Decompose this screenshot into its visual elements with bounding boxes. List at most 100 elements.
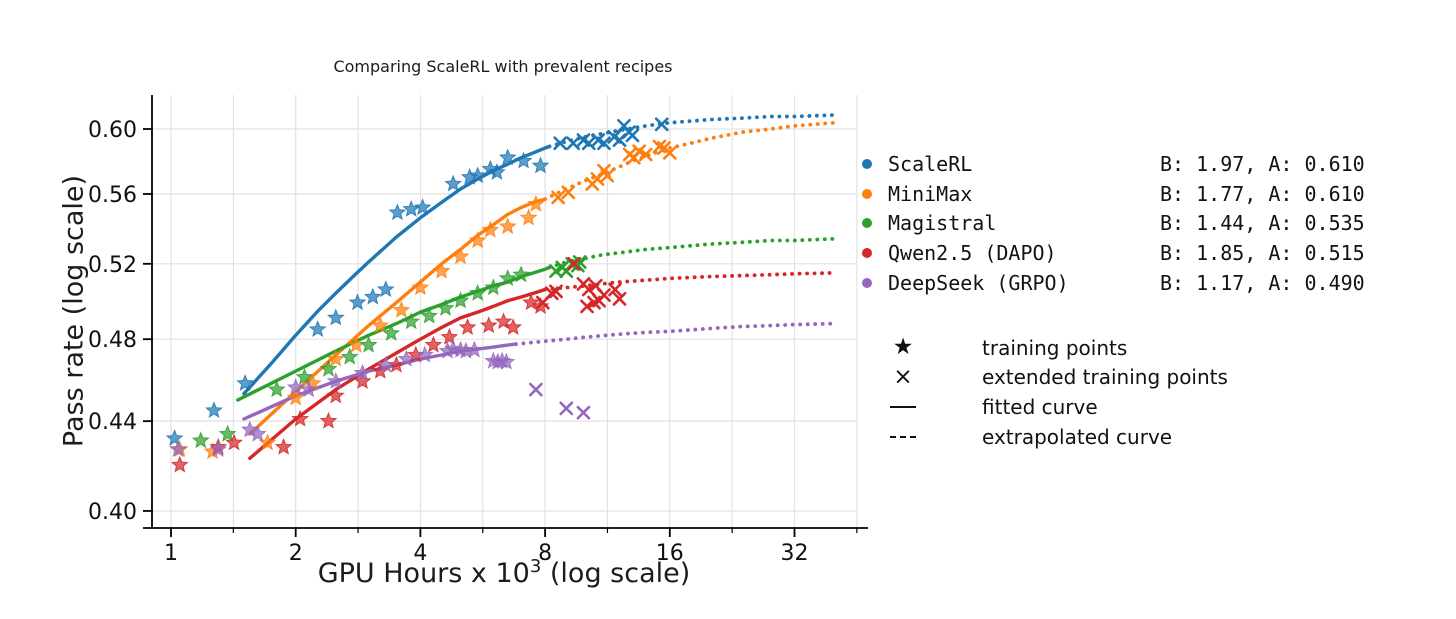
extended-point-x [580, 299, 594, 314]
extended-point-x [549, 264, 563, 278]
training-point-star [498, 217, 517, 235]
training-point-star [299, 380, 318, 398]
training-point-star [326, 308, 345, 326]
series-stats: B: 1.97, A: 0.610 [1160, 151, 1365, 176]
x-axis-label-prefix: GPU Hours x 10 [317, 558, 530, 589]
series-legend: ScaleRL B: 1.97, A: 0.610 MiniMax B: 1.7… [860, 149, 1365, 298]
x-tick-label: 32 [781, 541, 809, 566]
training-point-star [527, 194, 545, 212]
extended-point-x [566, 136, 581, 151]
axes [143, 95, 868, 537]
training-point-star [371, 316, 390, 334]
training-point-star [468, 283, 487, 301]
extended-point-x [597, 288, 611, 303]
training-point-star [392, 300, 411, 318]
y-tick-label: 0.52 [88, 253, 137, 278]
training-point-star [291, 409, 310, 427]
training-point-star [494, 312, 513, 330]
series-markers-qwen2-5-dapo- [170, 256, 627, 473]
legend-row-extended-points: × extended training points [860, 363, 1228, 393]
training-point-star [326, 371, 345, 389]
extrapolated-curve [543, 120, 837, 201]
training-point-star [519, 208, 538, 226]
training-point-star [411, 278, 430, 296]
training-point-star [353, 363, 372, 381]
scalerl-dot-icon [862, 158, 872, 169]
series-name: Magistral [888, 211, 997, 236]
tick-labels: 1 2 4 8 16 32 0.60 0.56 0.52 0.48 0.44 0.40 [88, 118, 808, 566]
legend-row-minimax: MiniMax B: 1.77, A: 0.610 [860, 179, 1365, 209]
marker-label: extended training points [982, 365, 1228, 390]
training-point-star [481, 220, 500, 238]
training-point-star [397, 349, 416, 367]
extended-point-x [551, 190, 566, 205]
x-axis-label-suffix: (log scale) [541, 558, 691, 589]
training-point-star [326, 386, 345, 404]
extended-point-x [608, 282, 622, 297]
training-point-star [402, 312, 421, 330]
training-point-star [413, 198, 432, 216]
qwen-dot-icon [862, 248, 872, 259]
series-markers-scalerl [165, 117, 669, 446]
training-point-star [512, 265, 530, 283]
training-point-star [504, 318, 523, 336]
training-point-star [353, 371, 372, 389]
training-point-star [286, 378, 305, 396]
extrapolated-curve [547, 236, 837, 270]
training-point-star [205, 401, 223, 419]
solid-line-icon [860, 395, 946, 418]
training-point-star [498, 148, 517, 166]
extended-point-x [559, 401, 574, 416]
fitted-curve [248, 287, 547, 460]
legend-row-training-points: ★ training points [860, 333, 1228, 363]
series-curves-deepseek-grpo- [242, 321, 837, 421]
star-icon: ★ [892, 334, 914, 361]
y-tick-label: 0.56 [88, 183, 137, 208]
extrapolated-curve [543, 271, 837, 292]
training-point-star [236, 374, 254, 392]
y-tick-label: 0.44 [88, 410, 137, 435]
training-point-star [191, 431, 210, 449]
y-axis-label: Pass rate (log scale) [58, 174, 90, 448]
x-tick-label: 1 [164, 541, 178, 566]
training-point-star [340, 347, 359, 365]
x-tick-label: 2 [289, 541, 303, 566]
training-point-star [319, 411, 338, 429]
training-point-star [424, 335, 443, 353]
x-tick-label: 16 [656, 541, 684, 566]
training-point-star [465, 340, 484, 358]
training-point-star [432, 261, 451, 279]
series-markers-minimax [170, 139, 677, 460]
series-stats: B: 1.85, A: 0.515 [1160, 241, 1365, 266]
x-axis-label: GPU Hours x 103 (log scale) [152, 556, 856, 589]
x-axis-label-exponent: 3 [529, 556, 542, 577]
magistral-dot-icon [862, 218, 872, 229]
marker-legend: ★ training points × extended training po… [860, 333, 1228, 451]
training-point-star [458, 318, 477, 336]
extended-point-x [597, 136, 611, 151]
training-point-star [468, 166, 487, 184]
extended-point-x [632, 144, 647, 159]
extended-point-x [561, 185, 576, 200]
training-point-star [488, 163, 506, 180]
series-markers-magistral [191, 255, 587, 449]
training-point-star [440, 327, 459, 345]
training-point-star [415, 345, 434, 363]
training-point-star [376, 280, 395, 298]
extended-point-x [567, 256, 582, 271]
training-point-star [382, 323, 401, 341]
marker-label: extrapolated curve [982, 424, 1173, 449]
series-stats: B: 1.77, A: 0.610 [1160, 181, 1365, 206]
legend-row-qwen: Qwen2.5 (DAPO) B: 1.85, A: 0.515 [860, 238, 1365, 268]
training-point-star [274, 437, 293, 455]
training-point-star [376, 355, 395, 373]
series-stats: B: 1.44, A: 0.535 [1160, 211, 1365, 236]
training-point-star [363, 287, 382, 305]
training-point-star [468, 231, 487, 249]
extended-point-x [625, 128, 640, 143]
training-point-star [531, 156, 550, 174]
fitted-curve [242, 342, 518, 421]
extended-point-x [638, 147, 653, 162]
x-marker-icon: × [893, 363, 913, 390]
